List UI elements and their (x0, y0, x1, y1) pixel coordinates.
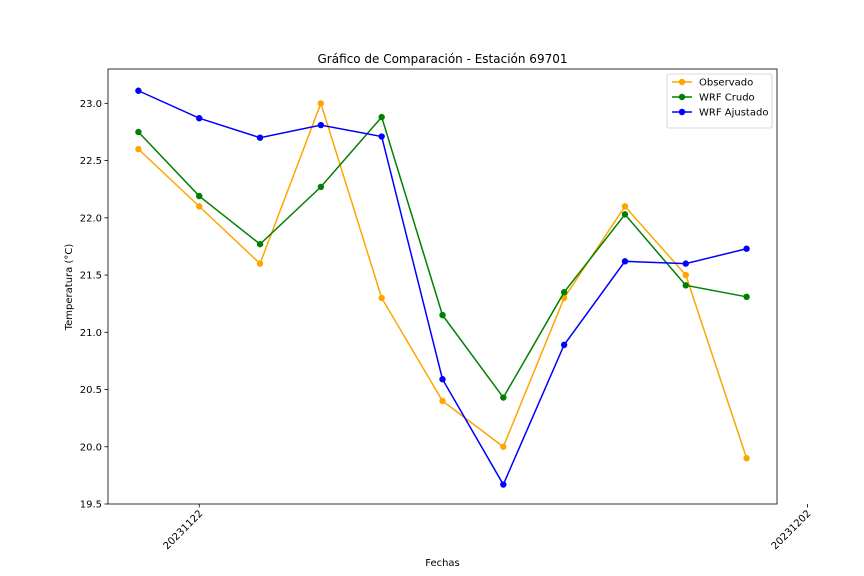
y-axis-ticks: 19.5 20.0 20.5 21.0 21.5 22.0 22.5 23.0 (80, 99, 108, 511)
data-point (500, 443, 507, 450)
data-point (500, 394, 507, 401)
data-point (439, 376, 446, 383)
legend-label: WRF Ajustado (699, 108, 768, 119)
data-point (743, 245, 750, 252)
data-point (682, 260, 689, 267)
y-axis-label: Temperatura (°C) (64, 244, 75, 332)
legend-label: WRF Crudo (699, 93, 755, 104)
chart-title: Gráfico de Comparación - Estación 69701 (318, 52, 568, 66)
data-point (560, 341, 568, 349)
data-point (196, 192, 203, 200)
series-2 (135, 113, 750, 401)
data-point (317, 121, 325, 129)
series-line (137, 101, 748, 459)
data-point (682, 271, 689, 279)
data-point (621, 258, 629, 265)
data-point (317, 100, 325, 107)
x-axis-label: Fechas (425, 558, 460, 569)
data-point (256, 134, 264, 141)
legend-marker (678, 78, 686, 86)
series-3 (135, 87, 750, 488)
data-point (256, 260, 264, 267)
y-tick-label: 21.0 (80, 328, 102, 339)
data-point (439, 311, 446, 319)
data-point (743, 293, 750, 301)
plot-frame (107, 68, 778, 505)
data-point (439, 397, 446, 405)
legend-marker (678, 108, 686, 116)
data-point (378, 133, 385, 140)
y-tick-label: 20.5 (80, 385, 102, 396)
x-tick-label: 20231122 (162, 508, 206, 552)
series-layer (135, 87, 750, 488)
series-line (137, 115, 747, 399)
series-line (138, 90, 747, 487)
y-tick-label: 19.5 (80, 500, 102, 511)
data-point (317, 183, 325, 191)
y-tick-label: 21.5 (80, 271, 102, 282)
legend: Observado WRF Crudo WRF Ajustado (666, 73, 773, 129)
data-point (378, 294, 385, 302)
data-point (135, 145, 142, 153)
y-tick-label: 22.0 (80, 213, 102, 224)
data-point (135, 128, 142, 136)
legend-box (666, 73, 773, 129)
y-tick-label: 22.5 (80, 156, 102, 167)
x-tick-label: 20231202 (770, 508, 814, 552)
data-point (743, 455, 750, 462)
data-point (196, 115, 203, 122)
data-point (621, 211, 629, 218)
data-point (196, 203, 203, 210)
series-1 (135, 100, 750, 462)
y-tick-label: 20.0 (80, 442, 102, 453)
data-point (135, 87, 142, 94)
data-point (621, 203, 629, 210)
legend-marker (678, 93, 686, 101)
data-point (500, 481, 507, 488)
data-point (378, 113, 385, 121)
data-point (682, 282, 689, 289)
x-axis-ticks: 202311222023120220231207 (162, 504, 814, 552)
data-point (560, 289, 568, 296)
y-tick-label: 23.0 (80, 99, 102, 110)
legend-label: Observado (699, 78, 753, 89)
data-point (256, 240, 264, 248)
